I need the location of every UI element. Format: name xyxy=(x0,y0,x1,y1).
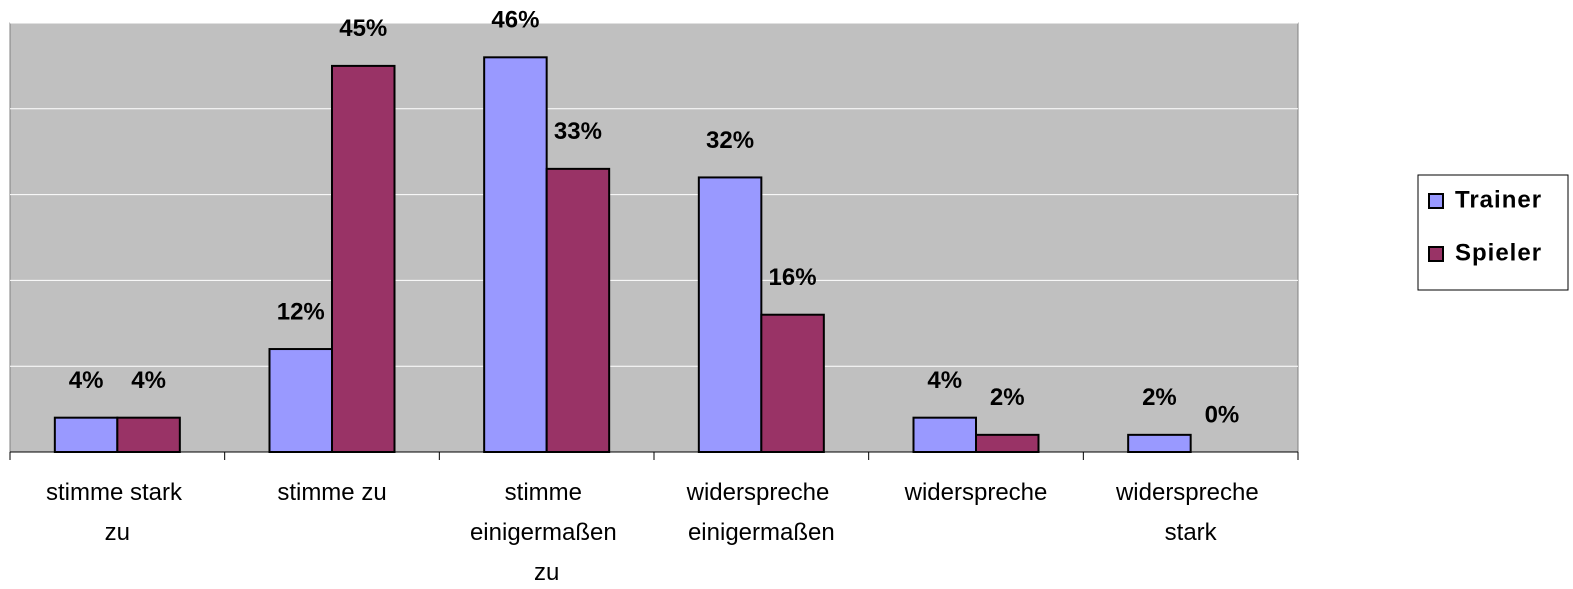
bar xyxy=(760,313,825,453)
legend-swatch xyxy=(1428,246,1444,262)
bar xyxy=(331,64,396,454)
legend-label: Spieler xyxy=(1455,239,1542,266)
value-label: 45% xyxy=(339,15,387,42)
bar xyxy=(483,56,548,453)
plot-area xyxy=(9,22,1299,453)
bar xyxy=(912,416,977,453)
value-label: 4% xyxy=(69,367,104,394)
x-tick-label: stimme zu xyxy=(277,479,386,506)
legend-box xyxy=(1417,174,1569,291)
x-tick-label: widerspreche einigermaßen xyxy=(686,479,836,546)
bar xyxy=(975,433,1040,453)
value-label: 2% xyxy=(990,384,1025,411)
x-tick-label: stimme einigermaßen zu xyxy=(470,479,623,586)
legend-label: Trainer xyxy=(1455,186,1542,213)
value-label: 4% xyxy=(131,367,166,394)
bar xyxy=(268,348,333,454)
x-tick-label: widerspreche stark xyxy=(1115,479,1265,546)
value-label: 46% xyxy=(491,7,539,34)
x-tick-label: stimme stark zu xyxy=(46,479,189,546)
value-label: 12% xyxy=(277,298,325,325)
value-label: 0% xyxy=(1205,401,1240,428)
x-tick-label: widerspreche xyxy=(904,479,1048,506)
bar xyxy=(545,167,611,454)
bar xyxy=(697,176,763,453)
bar xyxy=(1127,433,1192,453)
legend-swatch xyxy=(1428,193,1444,209)
value-label: 4% xyxy=(927,367,962,394)
value-label: 33% xyxy=(554,118,602,145)
bar xyxy=(53,416,119,453)
value-label: 32% xyxy=(706,127,754,154)
value-label: 2% xyxy=(1142,384,1177,411)
value-label: 16% xyxy=(769,264,817,291)
bar xyxy=(116,416,181,453)
